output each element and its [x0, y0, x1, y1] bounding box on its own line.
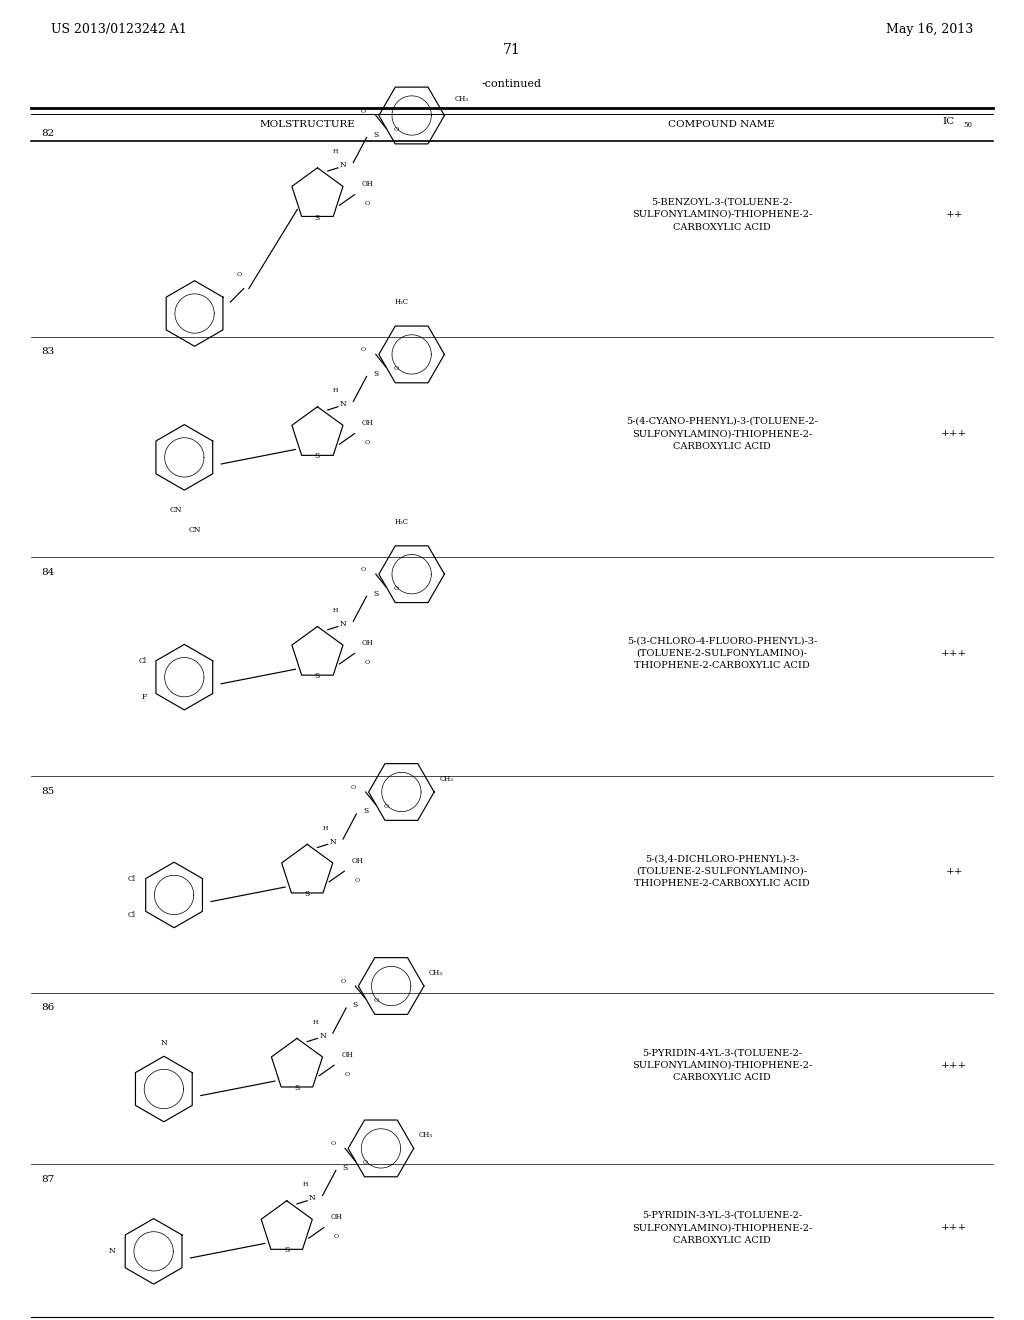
- Text: S: S: [314, 672, 321, 680]
- Text: S: S: [304, 890, 310, 898]
- Text: S: S: [294, 1084, 300, 1092]
- Text: IC: IC: [942, 117, 954, 125]
- Text: +++: +++: [941, 649, 968, 657]
- Text: CN: CN: [170, 506, 182, 513]
- Text: S: S: [314, 214, 321, 222]
- Text: S: S: [373, 131, 379, 139]
- Text: O: O: [360, 108, 367, 114]
- Text: CH₃: CH₃: [455, 95, 469, 103]
- Text: May 16, 2013: May 16, 2013: [886, 22, 973, 36]
- Text: S: S: [352, 1002, 358, 1010]
- Text: N: N: [340, 161, 346, 169]
- Text: O: O: [365, 441, 370, 445]
- Text: Cl: Cl: [128, 911, 136, 919]
- Text: 83: 83: [41, 347, 54, 356]
- Text: N: N: [330, 838, 336, 846]
- Text: 5-(3,4-DICHLORO-PHENYL)-3-
(TOLUENE-2-SULFONYLAMINO)-
THIOPHENE-2-CARBOXYLIC ACI: 5-(3,4-DICHLORO-PHENYL)-3- (TOLUENE-2-SU…: [634, 854, 810, 888]
- Text: O: O: [393, 127, 399, 132]
- Text: 84: 84: [41, 568, 54, 577]
- Text: US 2013/0123242 A1: US 2013/0123242 A1: [51, 22, 187, 36]
- Text: S: S: [373, 590, 379, 598]
- Text: OH: OH: [351, 857, 364, 865]
- Text: H₃C: H₃C: [395, 517, 409, 525]
- Text: 85: 85: [41, 787, 54, 796]
- Text: O: O: [360, 568, 367, 573]
- Text: O: O: [340, 979, 346, 985]
- Text: N: N: [340, 400, 346, 408]
- Text: 5-PYRIDIN-3-YL-3-(TOLUENE-2-
SULFONYLAMINO)-THIOPHENE-2-
CARBOXYLIC ACID: 5-PYRIDIN-3-YL-3-(TOLUENE-2- SULFONYLAMI…: [632, 1210, 812, 1245]
- Text: 86: 86: [41, 1003, 54, 1012]
- Text: OH: OH: [361, 418, 374, 428]
- Text: H: H: [333, 149, 339, 154]
- Text: O: O: [354, 878, 359, 883]
- Text: 5-BENZOYL-3-(TOLUENE-2-
SULFONYLAMINO)-THIOPHENE-2-
CARBOXYLIC ACID: 5-BENZOYL-3-(TOLUENE-2- SULFONYLAMINO)-T…: [632, 198, 812, 231]
- Text: OH: OH: [361, 639, 374, 647]
- Text: S: S: [342, 1164, 348, 1172]
- Text: S: S: [362, 808, 369, 816]
- Text: H: H: [333, 609, 339, 614]
- Text: COMPOUND NAME: COMPOUND NAME: [669, 120, 775, 128]
- Text: O: O: [393, 586, 399, 591]
- Text: H: H: [333, 388, 339, 393]
- Text: ++: ++: [945, 867, 964, 875]
- Text: N: N: [340, 620, 346, 628]
- Text: O: O: [373, 998, 379, 1003]
- Text: Cl: Cl: [138, 657, 146, 665]
- Text: O: O: [344, 1072, 349, 1077]
- Text: S: S: [373, 370, 379, 378]
- Text: O: O: [360, 347, 367, 352]
- Text: MOLSTRUCTURE: MOLSTRUCTURE: [259, 120, 355, 128]
- Text: N: N: [309, 1195, 315, 1203]
- Text: 87: 87: [41, 1175, 54, 1184]
- Text: +++: +++: [941, 429, 968, 438]
- Text: H: H: [323, 826, 329, 832]
- Text: 5-(3-CHLORO-4-FLUORO-PHENYL)-3-
(TOLUENE-2-SULFONYLAMINO)-
THIOPHENE-2-CARBOXYLI: 5-(3-CHLORO-4-FLUORO-PHENYL)-3- (TOLUENE…: [627, 636, 817, 671]
- Text: O: O: [362, 1160, 369, 1166]
- Text: +++: +++: [941, 1061, 968, 1069]
- Text: CH₃: CH₃: [419, 1131, 433, 1139]
- Text: H₃C: H₃C: [395, 298, 409, 306]
- Text: OH: OH: [361, 180, 374, 189]
- Text: O: O: [365, 202, 370, 206]
- Text: O: O: [350, 785, 356, 791]
- Text: N: N: [319, 1032, 326, 1040]
- Text: H: H: [312, 1020, 318, 1026]
- Text: -continued: -continued: [482, 79, 542, 90]
- Text: 5-(4-CYANO-PHENYL)-3-(TOLUENE-2-
SULFONYLAMINO)-THIOPHENE-2-
CARBOXYLIC ACID: 5-(4-CYANO-PHENYL)-3-(TOLUENE-2- SULFONY…: [626, 417, 818, 450]
- Text: O: O: [383, 804, 389, 809]
- Text: 82: 82: [41, 129, 54, 139]
- Text: 5-PYRIDIN-4-YL-3-(TOLUENE-2-
SULFONYLAMINO)-THIOPHENE-2-
CARBOXYLIC ACID: 5-PYRIDIN-4-YL-3-(TOLUENE-2- SULFONYLAMI…: [632, 1048, 812, 1082]
- Text: O: O: [393, 366, 399, 371]
- Text: +++: +++: [941, 1224, 968, 1232]
- Text: O: O: [365, 660, 370, 665]
- Text: N: N: [109, 1247, 116, 1255]
- Text: CN: CN: [188, 525, 201, 533]
- Text: OH: OH: [331, 1213, 343, 1221]
- Text: OH: OH: [341, 1051, 353, 1059]
- Text: F: F: [141, 693, 146, 701]
- Text: Cl: Cl: [128, 875, 136, 883]
- Text: 71: 71: [503, 44, 521, 57]
- Text: 50: 50: [964, 121, 973, 129]
- Text: ++: ++: [945, 210, 964, 219]
- Text: S: S: [314, 453, 321, 461]
- Text: CH₃: CH₃: [429, 969, 443, 977]
- Text: H: H: [302, 1183, 308, 1188]
- Text: CH₃: CH₃: [439, 775, 454, 783]
- Text: O: O: [237, 272, 243, 276]
- Text: O: O: [334, 1234, 339, 1239]
- Text: N: N: [161, 1039, 167, 1047]
- Text: S: S: [284, 1246, 290, 1254]
- Text: O: O: [330, 1142, 336, 1147]
